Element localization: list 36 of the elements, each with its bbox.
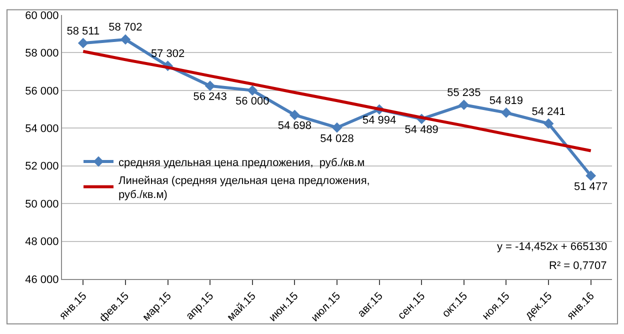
point — [586, 170, 596, 181]
data-label: 54 819 — [489, 94, 524, 107]
data-label: 54 489 — [404, 124, 438, 136]
annotation: R² = 0,7707 — [549, 260, 607, 272]
point — [120, 34, 131, 45]
legend-label: средняя удельная цена предложения, руб./кв.м — [118, 156, 365, 169]
data-label: 58 702 — [108, 22, 142, 34]
y-tick-label: 58 000 — [25, 48, 59, 60]
y-tick-label: 56 000 — [25, 85, 59, 98]
y-tick-label: 50 000 — [25, 198, 59, 210]
data-label: 56 000 — [236, 96, 270, 108]
y-tick-label: 60 000 — [25, 10, 59, 22]
line-series — [82, 50, 592, 152]
point — [204, 80, 216, 92]
y-tick-label: 54 000 — [25, 122, 59, 135]
data-label: 56 243 — [193, 91, 227, 104]
point — [501, 108, 512, 118]
y-tick-label: 48 000 — [25, 236, 59, 248]
data-label: 54 241 — [532, 106, 566, 118]
legend-label: Линейная (средняя удельная цена предложения, руб./кв.м) — [118, 174, 370, 202]
point — [247, 85, 258, 96]
y-tick-label: 52 000 — [25, 160, 59, 173]
data-label: 54 028 — [320, 132, 354, 145]
y-tick-label: 46 000 — [25, 274, 59, 286]
point — [289, 110, 300, 120]
data-label: 57 302 — [150, 48, 185, 60]
data-label: 58 511 — [66, 25, 100, 38]
annotation: y = -14,452x + 665130 — [497, 241, 608, 253]
data-label: 54 698 — [278, 120, 312, 132]
data-label: 55 235 — [447, 87, 481, 100]
point — [332, 122, 342, 133]
point — [78, 38, 88, 48]
point — [543, 118, 554, 129]
data-label: 51 477 — [574, 180, 608, 193]
point — [458, 100, 470, 110]
data-label: 54 994 — [362, 114, 396, 127]
